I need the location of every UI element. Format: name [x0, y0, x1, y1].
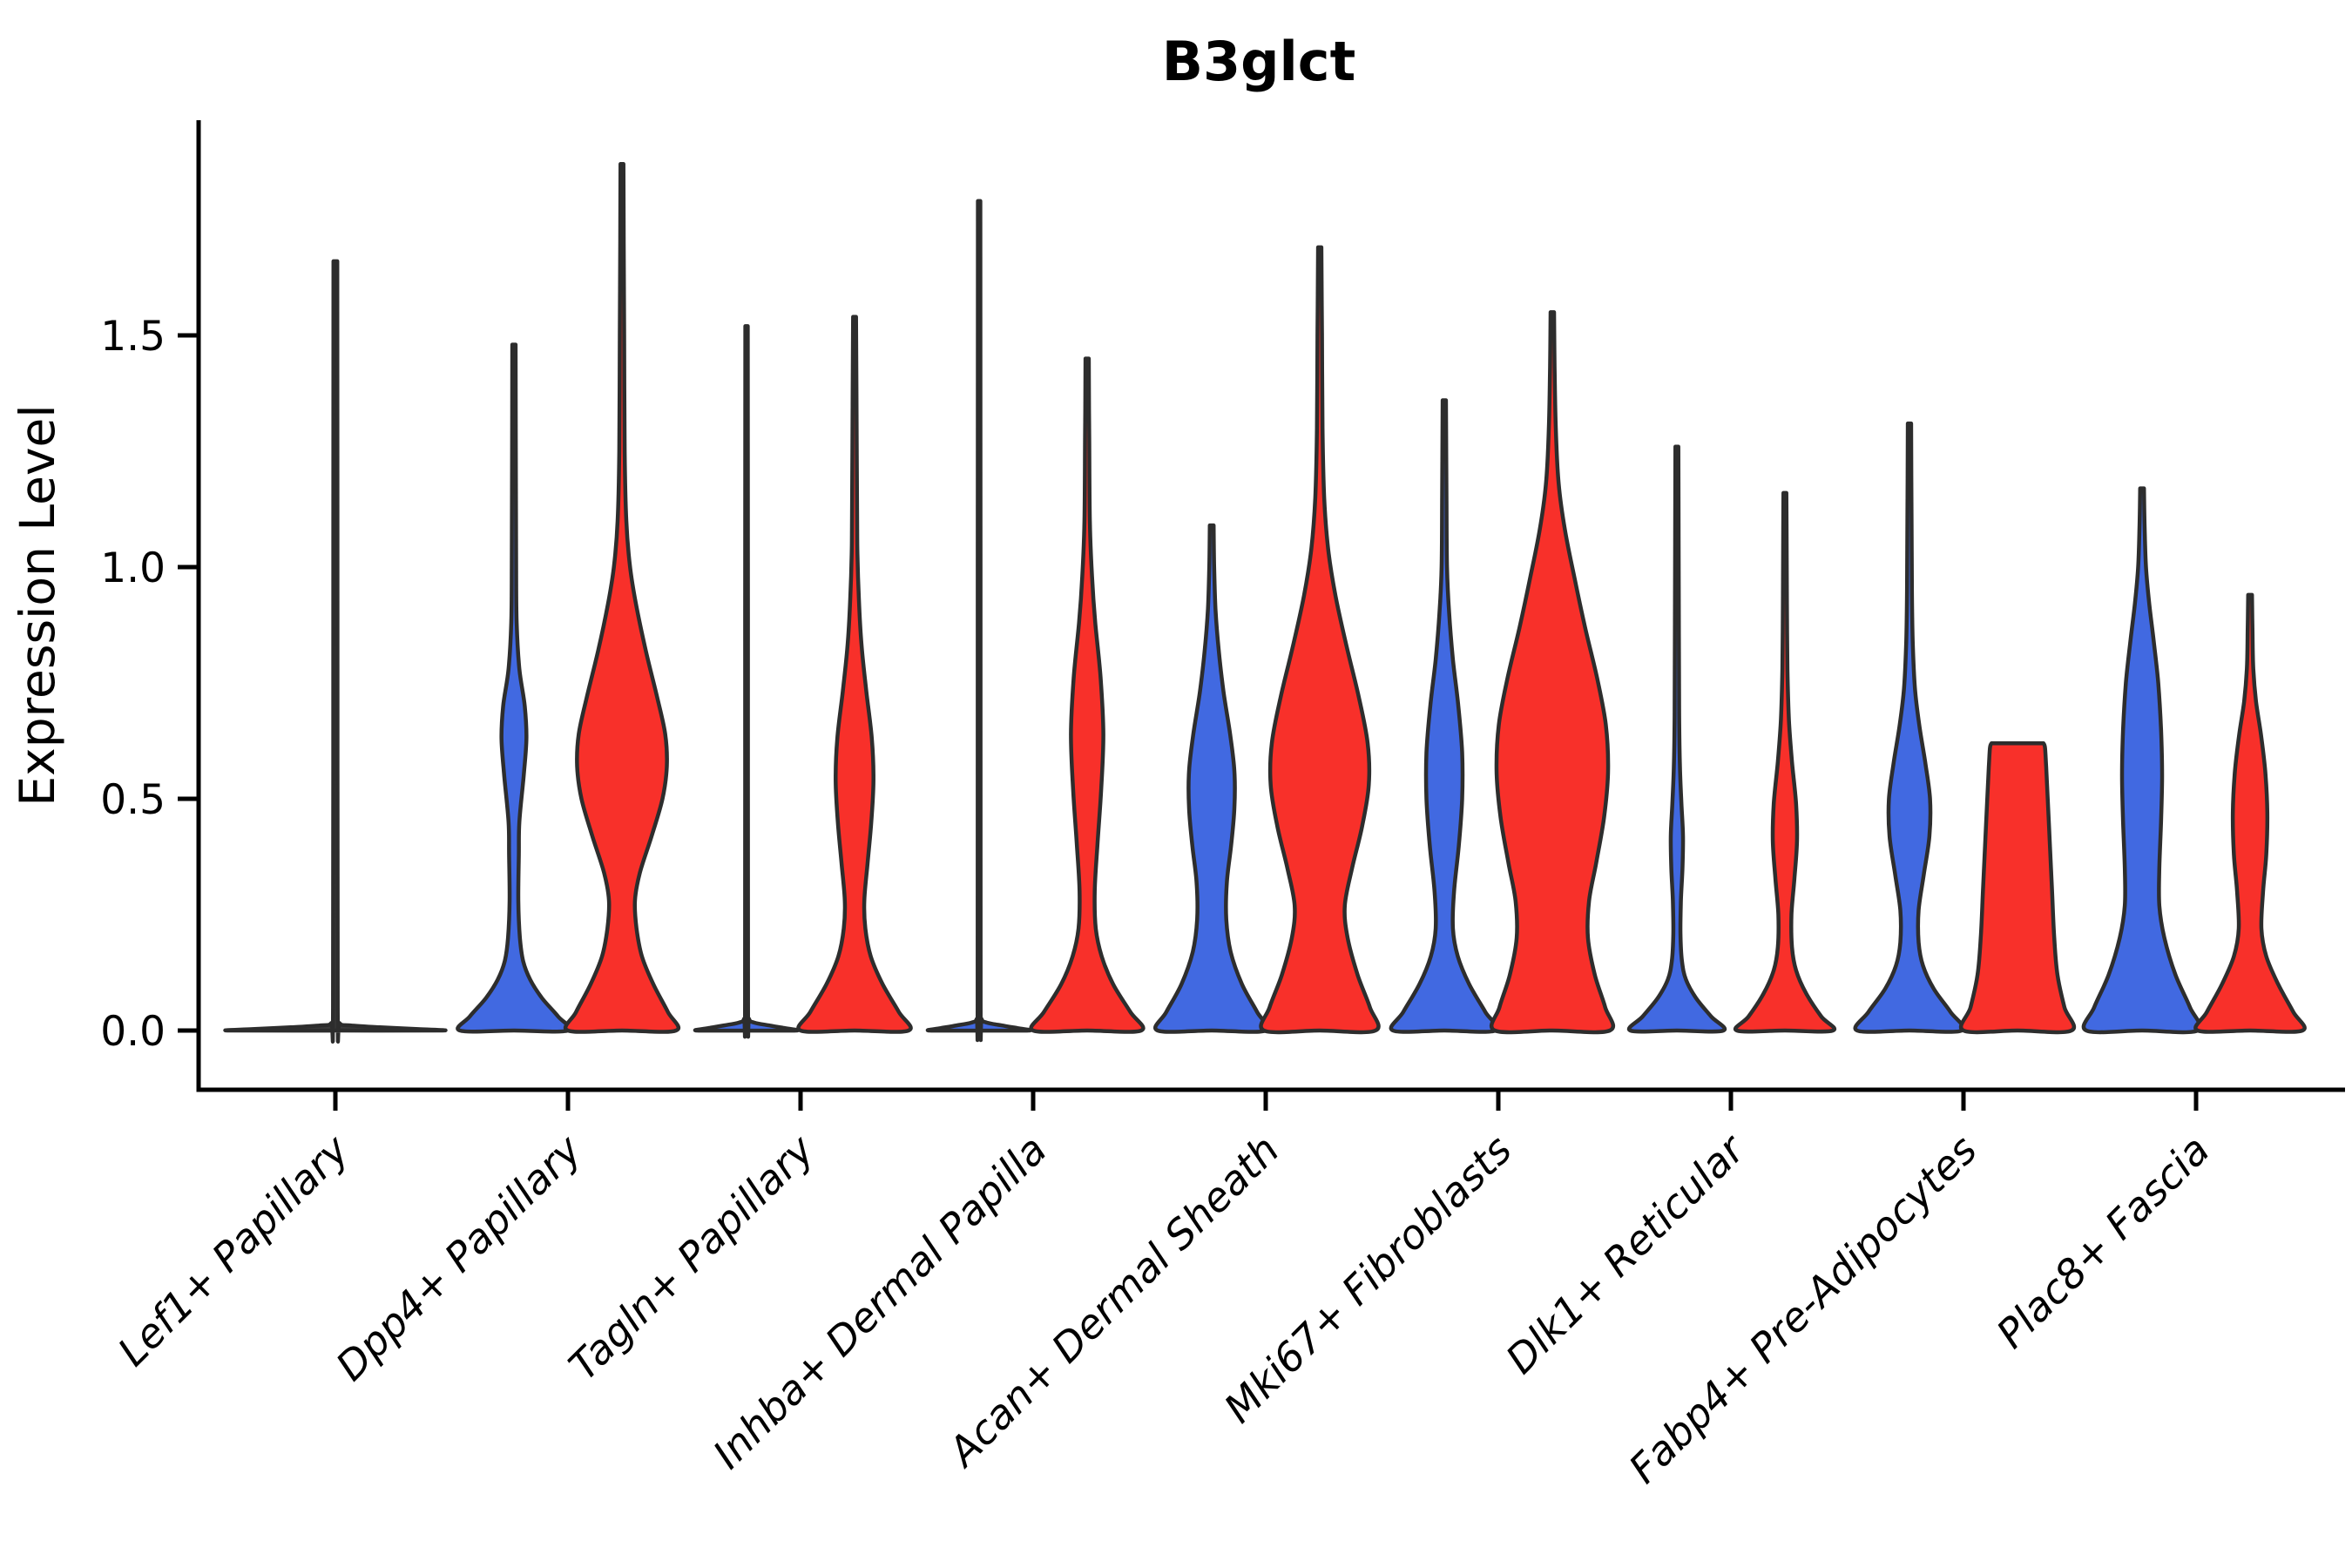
violin-red-dlk1 [1734, 490, 1836, 1034]
violin-red-inhba [1029, 356, 1146, 1034]
y-ticks: 0.0 0.5 1.0 1.5 [100, 313, 199, 1056]
violin-blue-inhba [925, 199, 1033, 1043]
violin-red-fabp4 [1958, 740, 2077, 1035]
y-axis-label: Expression Level [10, 404, 65, 806]
category-label: Tagln+ Papillary [559, 1125, 823, 1389]
violin-red-plac8 [2193, 592, 2307, 1034]
violin-red-mki67 [1489, 310, 1616, 1035]
y-tick-label: 1.5 [100, 313, 166, 361]
page-title: B3glct [1162, 30, 1355, 93]
category-label: Dpp4+ Papillary [327, 1125, 591, 1389]
category-label: Lef1+ Papillary [109, 1125, 358, 1375]
category-label: Plac8+ Fascia [1987, 1126, 2218, 1357]
category-label: Dlk1+ Reticular [1497, 1124, 1755, 1382]
violin-blue-tagln [693, 324, 801, 1039]
violin-blue-acan [1153, 523, 1270, 1034]
violin-blue-plac8 [2081, 486, 2203, 1035]
violin-blue-dpp4 [456, 342, 572, 1034]
y-tick-label: 1.0 [100, 544, 166, 592]
violin-blue-mki67 [1389, 398, 1500, 1034]
violin-flat-lef1 [223, 259, 448, 1044]
violin-blue-dlk1 [1626, 444, 1727, 1034]
violin-blue-fabp4 [1853, 421, 1966, 1034]
violin-red-dpp4 [563, 161, 681, 1034]
y-tick-label: 0.0 [100, 1008, 166, 1056]
violin-red-acan [1259, 245, 1381, 1035]
violins-layer [223, 161, 2307, 1044]
violin-red-tagln [796, 314, 913, 1034]
y-tick-label: 0.5 [100, 776, 166, 824]
